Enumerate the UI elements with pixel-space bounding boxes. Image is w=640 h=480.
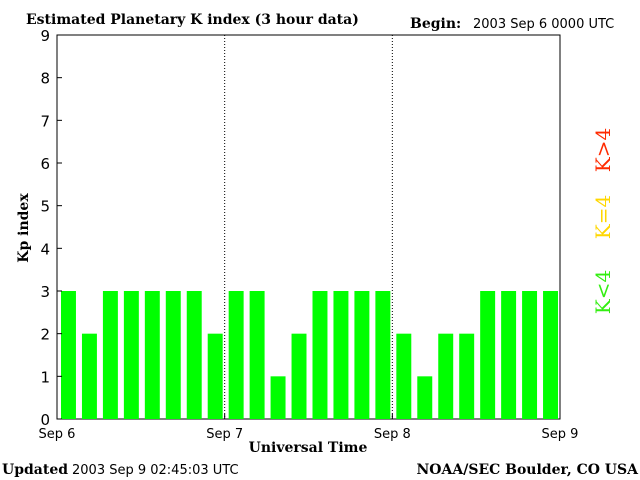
source-credit: NOAA/SEC Boulder, CO USA xyxy=(417,462,640,478)
kp-bar xyxy=(459,333,475,419)
x-tick-label: Sep 8 xyxy=(374,427,411,442)
begin-label: Begin: xyxy=(410,16,461,32)
kp-bar xyxy=(144,291,160,419)
kp-bar xyxy=(186,291,202,419)
kp-bar xyxy=(501,291,517,419)
kp-bar xyxy=(165,291,181,419)
kp-bar xyxy=(375,291,391,419)
kp-bar xyxy=(270,376,286,419)
y-tick-label: 7 xyxy=(40,112,50,130)
kp-bar xyxy=(249,291,265,419)
legend-k-less-4: K<4 xyxy=(591,270,615,314)
kp-bar xyxy=(354,291,370,419)
kp-bar xyxy=(417,376,433,419)
x-tick-label: Sep 6 xyxy=(39,427,76,442)
x-tick-label: Sep 9 xyxy=(542,427,579,442)
plot-frame xyxy=(56,34,561,420)
y-tick-label: 3 xyxy=(40,283,50,301)
begin-value: 2003 Sep 6 0000 UTC xyxy=(473,17,614,32)
y-tick-label: 0 xyxy=(40,411,50,429)
x-tick-label: Sep 7 xyxy=(206,427,243,442)
day-separators xyxy=(224,35,393,419)
kp-bar xyxy=(543,291,558,419)
y-axis-title: Kp index xyxy=(16,193,32,263)
kp-bar xyxy=(123,291,139,419)
kp-bar xyxy=(61,291,76,419)
kp-bar xyxy=(522,291,538,419)
kp-bar xyxy=(228,291,244,419)
kp-bar xyxy=(312,291,328,419)
kp-bar xyxy=(81,333,97,419)
y-tick-label: 1 xyxy=(40,368,50,386)
kp-bar xyxy=(438,333,454,419)
kp-bar xyxy=(102,291,118,419)
y-axis: 0 1 2 3 4 5 6 7 8 9 xyxy=(40,27,62,429)
x-axis: Sep 6 Sep 7 Sep 8 Sep 9 xyxy=(39,414,579,442)
legend-k-greater-4: K>4 xyxy=(591,128,615,172)
kp-bar xyxy=(333,291,349,419)
kp-bar xyxy=(291,333,307,419)
chart-title: Estimated Planetary K index (3 hour data… xyxy=(26,12,359,28)
y-tick-label: 6 xyxy=(40,155,50,173)
legend-k-equal-4: K=4 xyxy=(591,195,615,239)
y-tick-label: 2 xyxy=(40,326,50,344)
x-axis-title: Universal Time xyxy=(249,440,368,456)
y-tick-label: 8 xyxy=(40,70,50,88)
kp-bar xyxy=(396,333,412,419)
updated-value: 2003 Sep 9 02:45:03 UTC xyxy=(72,463,239,478)
updated-label: Updated xyxy=(2,462,68,478)
y-tick-label: 4 xyxy=(40,240,50,258)
kp-bar xyxy=(480,291,496,419)
y-tick-label: 5 xyxy=(40,198,50,216)
kp-bar xyxy=(207,333,223,419)
bars-group xyxy=(61,291,558,419)
y-tick-label: 9 xyxy=(40,27,50,45)
